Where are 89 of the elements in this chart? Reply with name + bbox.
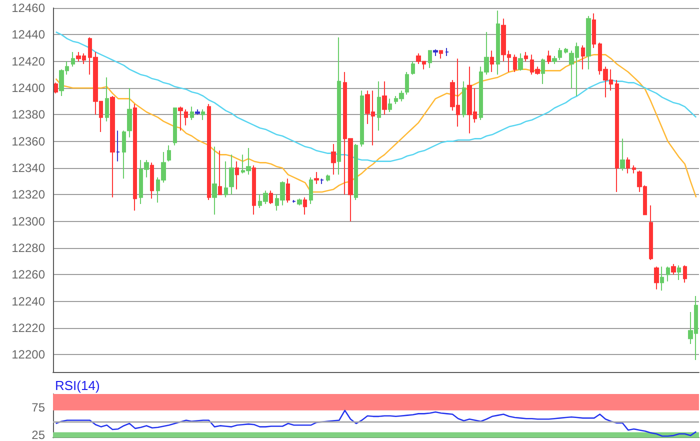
y-tick-label: 75 [32, 400, 46, 415]
candlestick [320, 178, 324, 184]
y-tick-label: 25 [32, 428, 46, 441]
candlestick [620, 138, 625, 172]
candlestick [654, 266, 659, 290]
y-tick-label: 12280 [12, 241, 46, 255]
candlestick [513, 54, 517, 72]
candlestick [405, 72, 409, 96]
candlestick [110, 96, 115, 198]
chart-title: RSI(14) [55, 378, 100, 393]
candlestick [445, 48, 449, 56]
candlestick [207, 104, 211, 200]
y-tick-label: 12260 [12, 268, 46, 282]
candlestick [360, 90, 364, 148]
y-tick-label: 12320 [12, 188, 46, 202]
candlestick [269, 190, 273, 204]
candlestick [195, 108, 200, 116]
y-tick-label: 12200 [12, 348, 46, 362]
candlestick [229, 154, 234, 196]
candlestick [592, 12, 596, 48]
candlestick [150, 162, 154, 200]
candlestick [671, 264, 676, 276]
candlestick [547, 50, 551, 64]
candlestick [190, 106, 194, 120]
y-tick-label: 12380 [12, 108, 46, 122]
candlestick [133, 104, 137, 212]
candlestick [411, 60, 415, 76]
candlestick [178, 106, 183, 132]
candlestick [462, 80, 466, 118]
candlestick [490, 50, 494, 72]
candlestick [212, 146, 217, 216]
candlestick [496, 10, 500, 76]
y-tick-label: 12440 [12, 28, 46, 42]
candlestick [677, 264, 681, 280]
candlestick [297, 198, 302, 206]
candlestick [649, 204, 653, 260]
candlestick [626, 156, 630, 174]
candlestick [286, 178, 290, 204]
candlestick [632, 164, 636, 174]
candlestick [173, 108, 177, 146]
candlestick [54, 82, 58, 94]
candlestick [558, 48, 562, 60]
y-tick-label: 12460 [12, 1, 46, 15]
candlestick [326, 174, 330, 182]
y-tick-label: 12360 [12, 134, 46, 148]
candlestick [224, 160, 228, 198]
candlestick [71, 52, 75, 68]
candlestick [201, 108, 205, 120]
candlestick [303, 196, 307, 216]
candlestick [564, 48, 568, 54]
y-tick-label: 12400 [12, 81, 46, 95]
line-series [55, 31, 697, 162]
candlestick [309, 176, 313, 204]
candlestick [377, 80, 381, 132]
candlestick [439, 50, 443, 60]
candlestick [331, 144, 336, 176]
candlestick [524, 52, 528, 62]
y-tick-label: 12340 [12, 161, 46, 175]
candlestick [314, 172, 319, 184]
candlestick [122, 130, 126, 180]
candlestick [167, 144, 171, 162]
line-series [55, 54, 697, 198]
candlestick [428, 50, 432, 68]
candlestick [541, 58, 545, 84]
candlestick [433, 48, 438, 56]
candlestick [660, 266, 664, 292]
y-tick-label: 12220 [12, 321, 46, 335]
candlestick [615, 80, 619, 192]
candlestick [683, 264, 687, 284]
y-tick-label: 12300 [12, 214, 46, 228]
candlestick [218, 150, 222, 196]
candlestick [388, 98, 392, 112]
candlestick [252, 164, 256, 216]
candlestick [552, 56, 557, 64]
candlestick [116, 130, 120, 162]
candlestick [337, 36, 341, 176]
candlestick [184, 108, 188, 126]
candlestick [586, 16, 591, 70]
candlestick [235, 160, 239, 190]
y-tick-label: 12240 [12, 294, 46, 308]
y-tick-label: 12420 [12, 54, 46, 68]
candlestick [666, 266, 670, 282]
candlestick [581, 44, 585, 70]
line-series [55, 410, 697, 437]
candlestick [354, 144, 358, 200]
candlestick [127, 88, 132, 138]
candlestick [382, 80, 387, 116]
candlestick [518, 52, 523, 72]
candlestick [105, 76, 109, 122]
